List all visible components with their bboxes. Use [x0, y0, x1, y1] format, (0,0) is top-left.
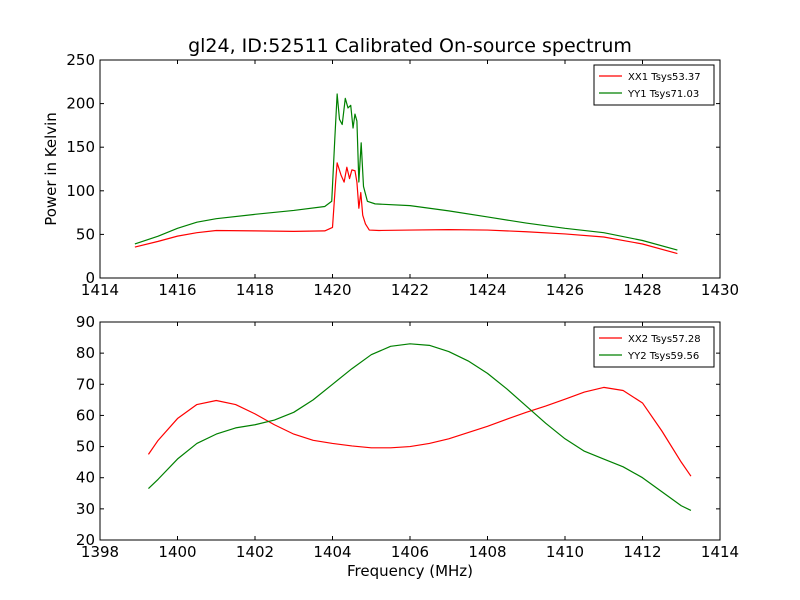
- x-tick-label: 1406: [391, 543, 429, 561]
- x-tick-label: 1402: [236, 543, 274, 561]
- x-tick-label: 1422: [391, 281, 429, 299]
- legend-box-2: [593, 326, 715, 368]
- y-tick-label: 50: [76, 225, 95, 243]
- x-tick-label: 1414: [701, 543, 739, 561]
- x-tick-label: 1430: [701, 281, 739, 299]
- y-tick-label: 30: [76, 500, 95, 518]
- legend-entry: XX1 Tsys53.37: [628, 72, 701, 83]
- y-tick-label: 100: [66, 182, 95, 200]
- x-tick-label: 1410: [546, 543, 584, 561]
- y-tick-label: 20: [76, 531, 95, 549]
- chart-title: gl24, ID:52511 Calibrated On-source spec…: [188, 35, 632, 57]
- y-tick-label: 0: [85, 269, 95, 287]
- legend-box-1: [593, 64, 715, 106]
- x-tick-label: 1404: [313, 543, 351, 561]
- y-tick-label: 250: [66, 51, 95, 69]
- y-tick-label: 40: [76, 469, 95, 487]
- y-tick-label: 200: [66, 95, 95, 113]
- legend-entry: YY1 Tsys71.03: [627, 89, 699, 100]
- y-tick-label: 150: [66, 138, 95, 156]
- series-line-yy1: [134, 93, 678, 251]
- legend-entry: YY2 Tsys59.56: [627, 351, 699, 362]
- x-tick-label: 1424: [468, 281, 506, 299]
- x-axis-label: Frequency (MHz): [347, 562, 473, 580]
- legend-entry: XX2 Tsys57.28: [628, 334, 701, 345]
- x-tick-label: 1400: [158, 543, 196, 561]
- x-tick-label: 1420: [313, 281, 351, 299]
- x-tick-label: 1426: [546, 281, 584, 299]
- series-line-yy2: [148, 343, 692, 511]
- x-tick-label: 1428: [623, 281, 661, 299]
- x-tick-label: 1414: [81, 281, 119, 299]
- y-tick-label: 70: [76, 375, 95, 393]
- x-tick-label: 1408: [468, 543, 506, 561]
- x-tick-label: 1418: [236, 281, 274, 299]
- y-tick-label: 60: [76, 406, 95, 424]
- series-line-xx1: [134, 162, 678, 255]
- x-tick-label: 1416: [158, 281, 196, 299]
- y-axis-label: Power in Kelvin: [42, 112, 60, 226]
- x-tick-label: 1412: [623, 543, 661, 561]
- y-tick-label: 80: [76, 344, 95, 362]
- y-tick-label: 90: [76, 313, 95, 331]
- y-tick-label: 50: [76, 438, 95, 456]
- x-tick-label: 1398: [81, 543, 119, 561]
- series-line-xx2: [147, 386, 692, 477]
